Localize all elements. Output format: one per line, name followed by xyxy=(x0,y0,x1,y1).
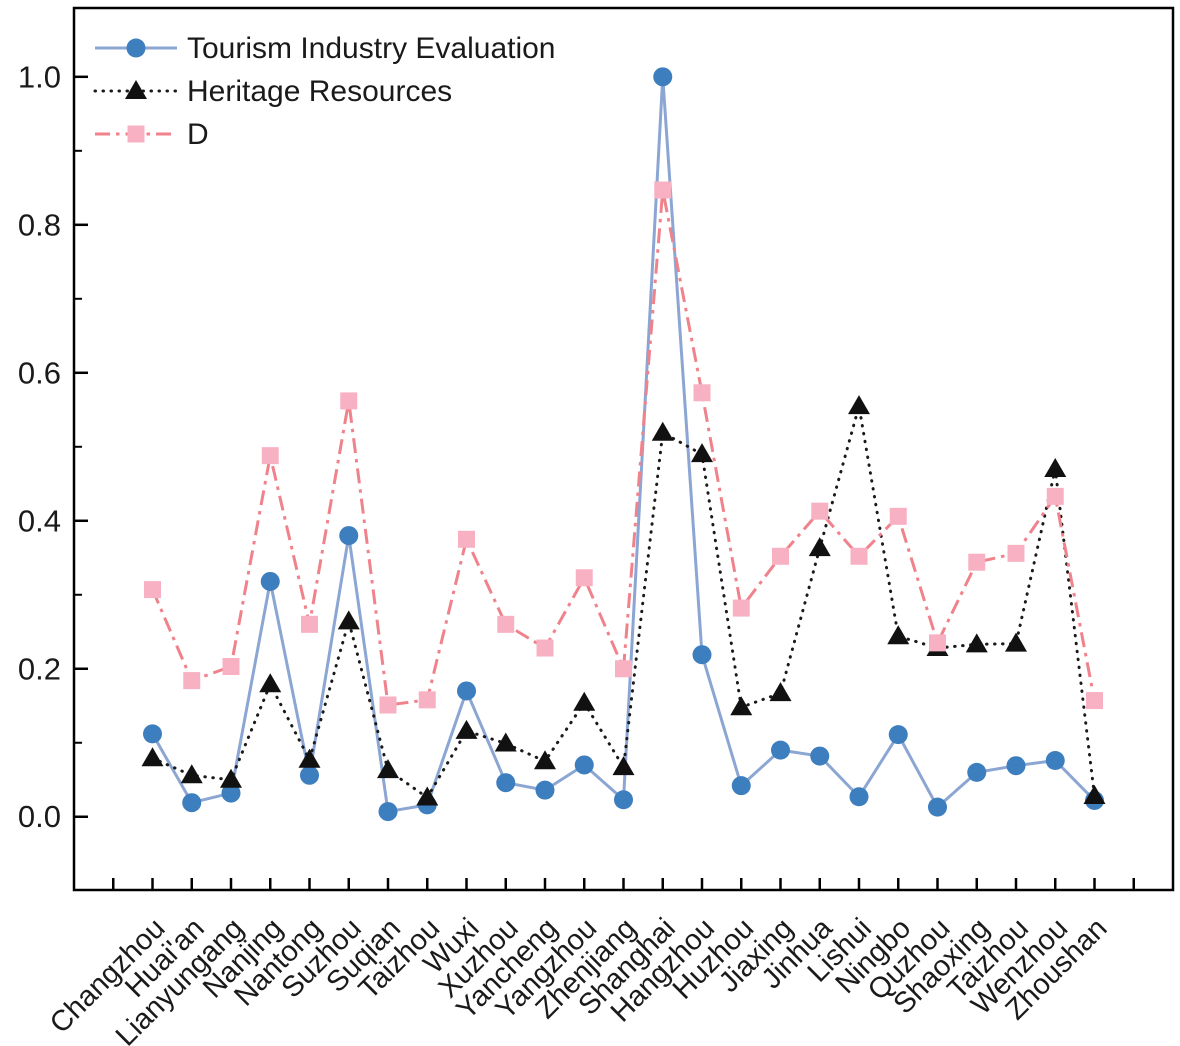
triangle-marker xyxy=(691,443,713,463)
square-marker xyxy=(575,569,593,587)
y-tick-label: 0.0 xyxy=(18,799,61,834)
y-tick-label: 0.8 xyxy=(18,207,61,242)
circle-marker xyxy=(1045,751,1065,771)
series-line xyxy=(151,75,1096,814)
triangle-marker xyxy=(769,682,792,702)
circle-marker xyxy=(260,571,280,591)
circle-marker xyxy=(928,797,947,817)
circle-marker xyxy=(771,740,790,760)
circle-marker xyxy=(653,67,673,87)
circle-marker xyxy=(810,746,830,766)
triangle-marker xyxy=(730,696,753,716)
square-marker xyxy=(261,447,279,465)
square-marker xyxy=(889,507,907,525)
square-marker xyxy=(418,691,436,709)
circle-marker xyxy=(378,802,398,822)
triangle-marker xyxy=(337,610,360,630)
circle-marker xyxy=(221,783,241,803)
triangle-marker xyxy=(125,80,147,99)
circle-marker xyxy=(143,724,162,744)
circle-marker xyxy=(126,38,146,58)
legend-item-2: D xyxy=(95,118,209,151)
circle-marker xyxy=(731,776,751,796)
circle-marker xyxy=(457,681,476,701)
triangle-marker xyxy=(180,764,203,784)
square-marker xyxy=(1046,487,1064,505)
triangle-marker xyxy=(612,756,635,776)
square-marker xyxy=(654,181,672,199)
circle-marker xyxy=(692,645,712,665)
triangle-marker xyxy=(455,719,478,739)
square-marker xyxy=(379,696,397,714)
series-1-triangle xyxy=(141,395,1106,806)
triangle-marker xyxy=(1005,632,1027,652)
circle-marker xyxy=(574,755,594,775)
y-axis-ticks: 0.0 0.2 0.4 0.6 0.8 1.0 xyxy=(18,59,88,834)
legend: Tourism Industry Evaluation Heritage Reso… xyxy=(93,32,556,151)
triangle-marker xyxy=(141,747,164,767)
circle-marker xyxy=(339,526,359,546)
circle-marker xyxy=(1006,756,1026,776)
square-marker xyxy=(222,658,240,676)
square-marker xyxy=(536,639,554,657)
square-marker xyxy=(1007,544,1025,562)
triangle-marker xyxy=(848,395,870,415)
triangle-marker xyxy=(416,786,439,806)
square-marker xyxy=(497,615,515,633)
square-marker xyxy=(183,672,201,690)
x-axis-labels: ChangzhouHuai'anLianyungangNanjingNanton… xyxy=(44,912,1114,1046)
square-marker xyxy=(929,634,946,652)
square-marker xyxy=(458,530,475,548)
legend-item-1: Heritage Resources xyxy=(93,75,452,108)
square-marker xyxy=(968,553,986,571)
legend-item-0: Tourism Industry Evaluation xyxy=(95,32,556,65)
triangle-marker xyxy=(534,750,556,770)
series-line xyxy=(151,188,1096,707)
square-marker xyxy=(811,502,829,520)
series-0-circle xyxy=(143,67,1104,822)
triangle-marker xyxy=(651,421,674,441)
y-tick-label: 0.4 xyxy=(18,503,61,538)
circle-marker xyxy=(496,773,516,793)
circle-marker xyxy=(967,762,987,782)
series-2-square xyxy=(144,181,1103,714)
triangle-marker xyxy=(259,673,282,693)
square-marker xyxy=(693,384,711,402)
circle-marker xyxy=(300,765,319,785)
y-tick-label: 1.0 xyxy=(18,59,61,94)
square-marker xyxy=(340,392,358,410)
triangle-marker xyxy=(1083,785,1106,805)
square-marker xyxy=(732,599,750,617)
circle-marker xyxy=(888,725,908,745)
triangle-marker xyxy=(1044,457,1067,477)
circle-marker xyxy=(535,780,555,800)
triangle-marker xyxy=(887,625,910,645)
square-marker xyxy=(301,615,318,633)
circle-marker xyxy=(614,790,633,810)
triangle-marker xyxy=(298,748,321,768)
y-tick-label: 0.6 xyxy=(18,355,61,390)
square-marker xyxy=(850,547,868,565)
square-marker xyxy=(615,660,632,678)
triangle-marker xyxy=(808,537,831,557)
triangle-marker xyxy=(220,768,242,788)
square-marker xyxy=(1086,692,1103,710)
legend-label: Tourism Industry Evaluation xyxy=(187,32,556,65)
legend-label: Heritage Resources xyxy=(187,75,452,108)
circle-marker xyxy=(182,793,202,813)
triangle-marker xyxy=(573,691,596,711)
series-line xyxy=(151,404,1096,800)
square-marker xyxy=(772,547,789,565)
y-tick-label: 0.2 xyxy=(18,651,61,686)
square-marker xyxy=(127,125,145,143)
triangle-marker xyxy=(965,633,988,653)
circle-marker xyxy=(849,787,869,807)
triangle-marker xyxy=(377,759,399,779)
square-marker xyxy=(144,581,161,599)
triangle-marker xyxy=(494,732,517,752)
x-axis-ticks xyxy=(112,878,1135,890)
legend-label: D xyxy=(187,118,209,151)
